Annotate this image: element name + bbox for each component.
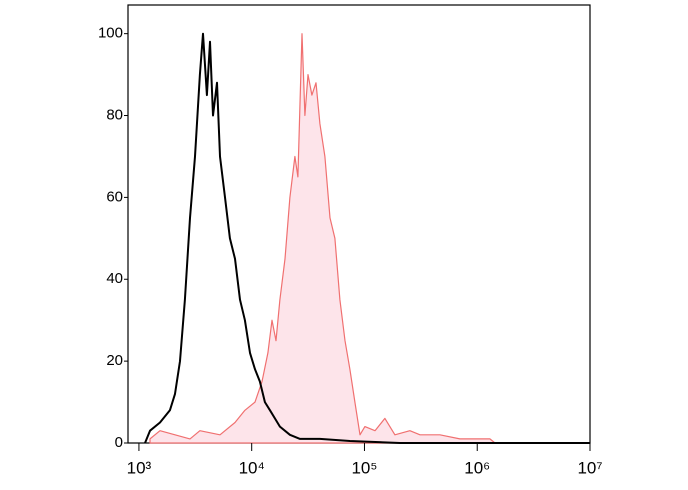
plot-frame — [127, 4, 591, 444]
y-tick-label: 20 — [106, 352, 123, 369]
x-tick-label: 10⁵ — [351, 458, 377, 477]
x-tick-label: 10⁴ — [239, 458, 265, 477]
histogram-trace — [144, 32, 590, 444]
x-tick-label: 10⁶ — [464, 458, 490, 477]
x-tick-label: 10³ — [127, 458, 152, 477]
histogram-trace — [149, 33, 496, 444]
y-tick-label: 80 — [106, 106, 123, 123]
x-tick-label: 10⁷ — [577, 458, 602, 477]
y-tick-label: 100 — [98, 25, 123, 42]
y-tick-label: 40 — [106, 270, 123, 287]
y-tick-label: 60 — [106, 188, 123, 205]
y-tick-label: 0 — [115, 434, 123, 451]
